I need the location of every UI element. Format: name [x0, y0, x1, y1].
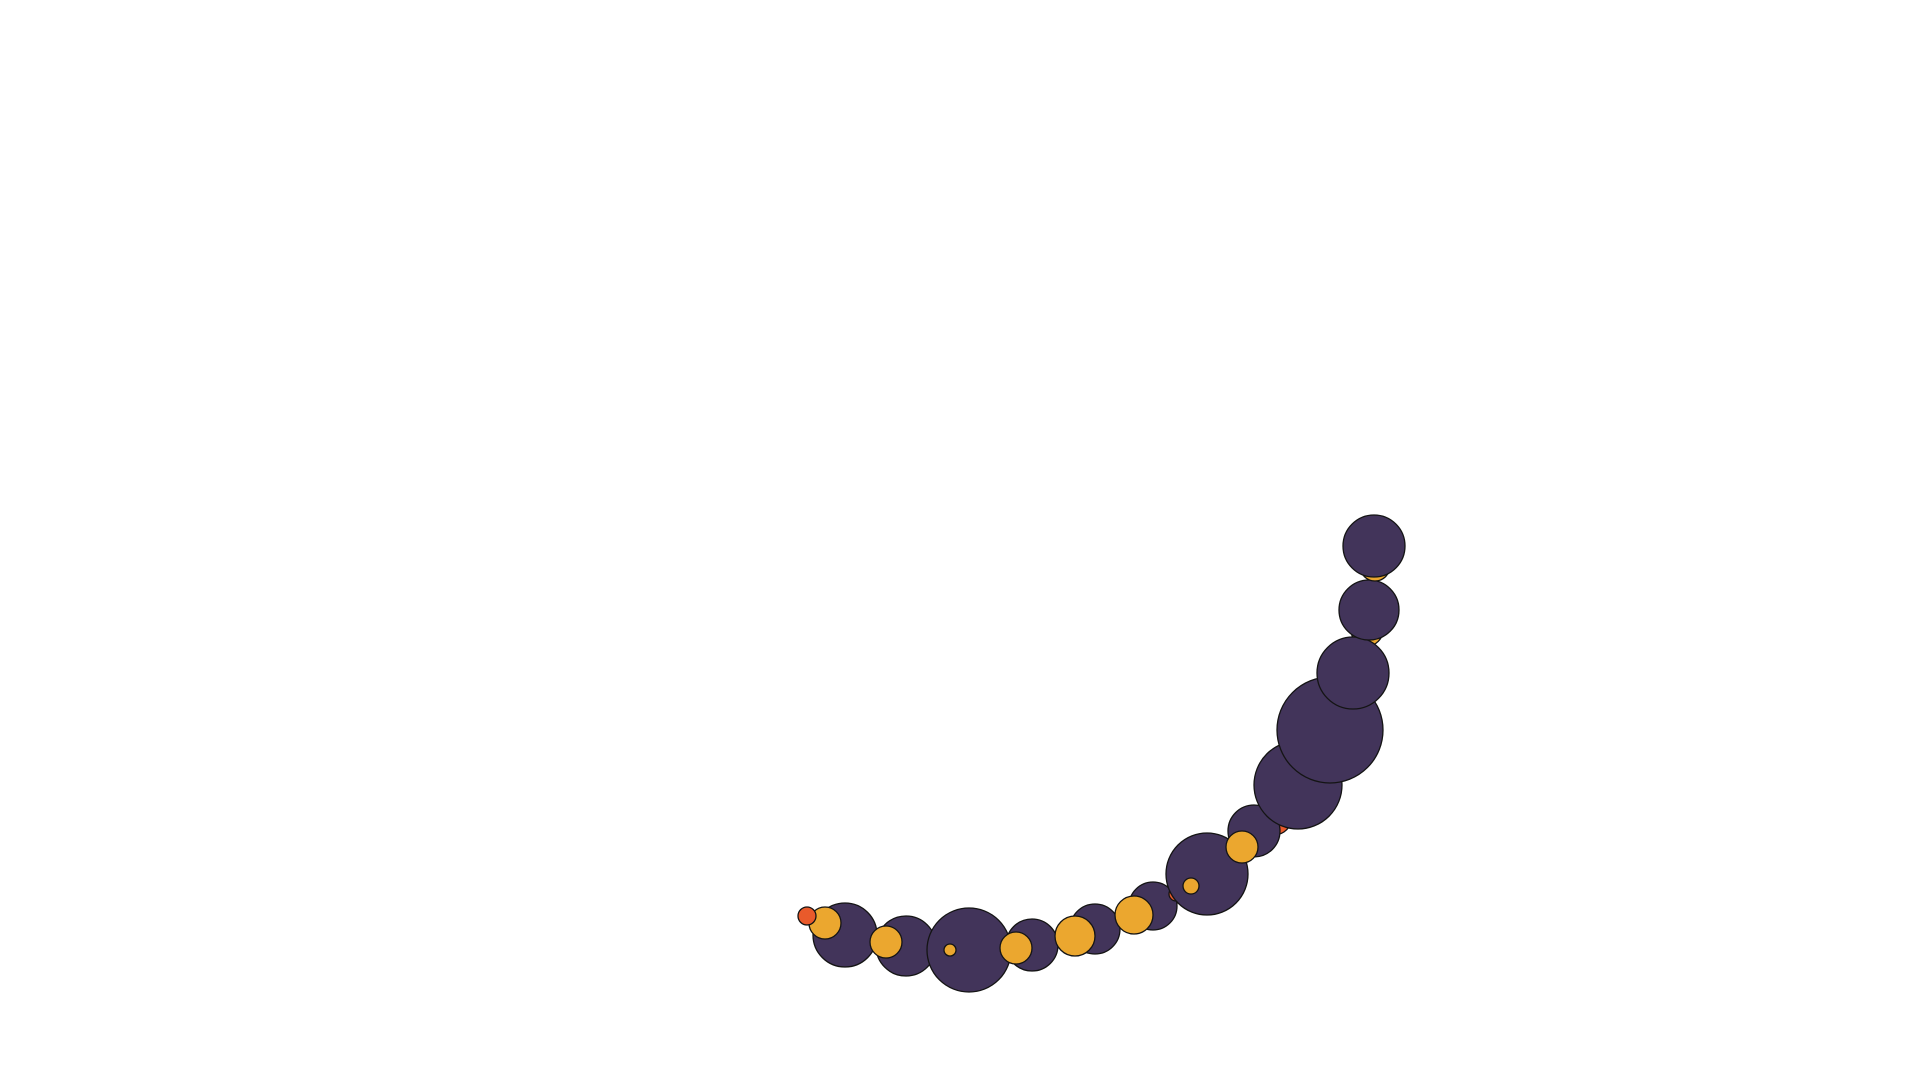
- bubble-series-a: [1342, 514, 1406, 578]
- bubble-series-c: [797, 906, 817, 926]
- bubble-series-b: [1114, 895, 1154, 935]
- bubble-series-b: [869, 925, 903, 959]
- bubble-series-b: [999, 931, 1033, 965]
- bubble-series-b: [943, 943, 957, 957]
- bubble-series-b: [1225, 830, 1259, 864]
- bubble-series-a: [1316, 636, 1390, 710]
- bubble-series-b: [1054, 915, 1096, 957]
- bubble-marks: [797, 514, 1406, 993]
- bubble-series-b: [1182, 877, 1200, 895]
- bubble-series-a: [1338, 579, 1400, 641]
- bubble-series-a: [926, 907, 1012, 993]
